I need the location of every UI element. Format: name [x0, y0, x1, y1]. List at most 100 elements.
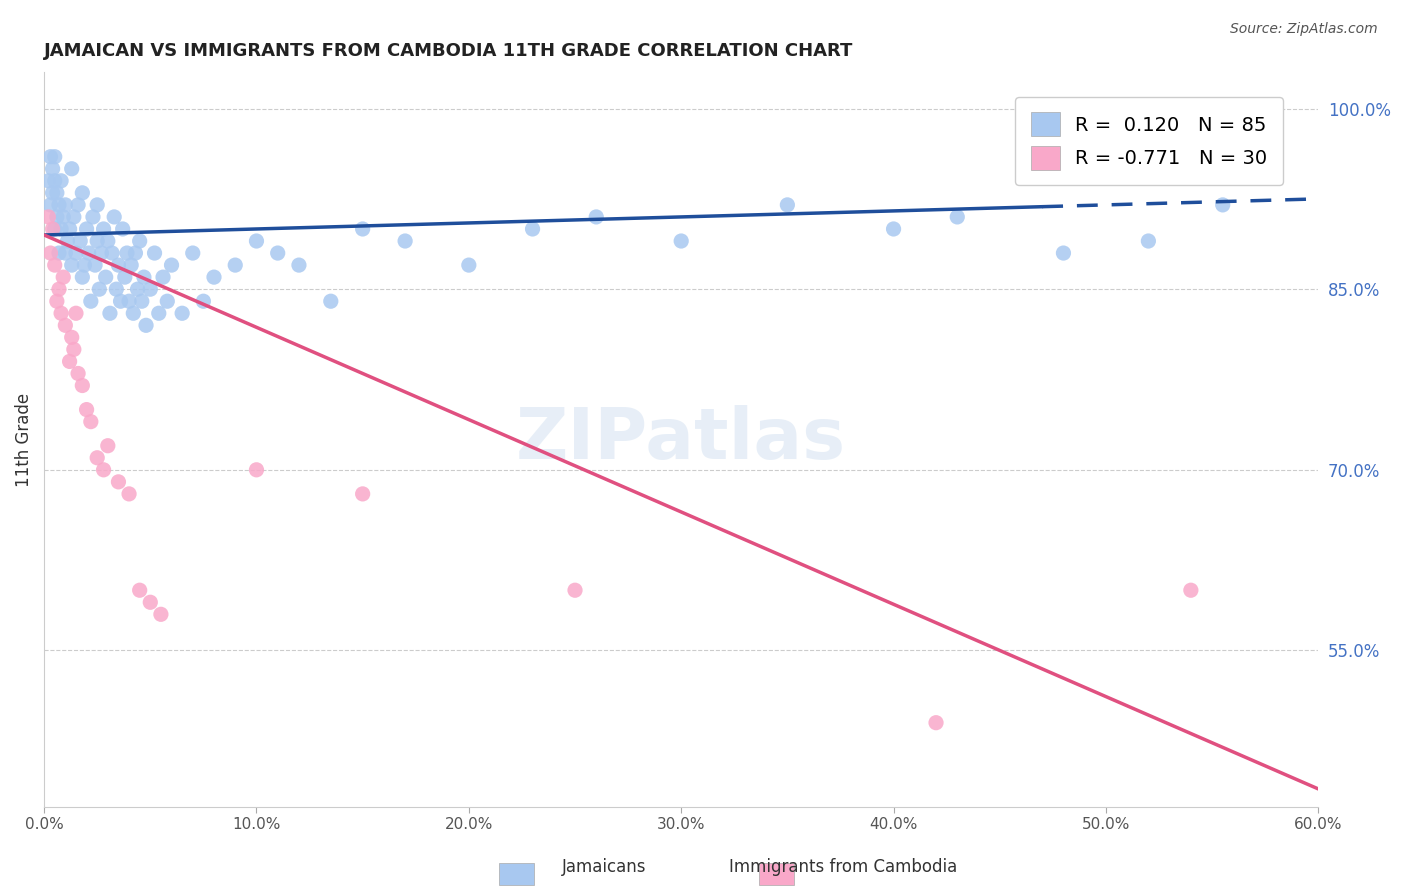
Point — [72, 378, 94, 392]
Point — [776, 198, 799, 212]
Point — [103, 210, 125, 224]
Point — [319, 294, 342, 309]
Point — [48, 282, 70, 296]
Point — [585, 210, 607, 224]
Point — [73, 258, 96, 272]
Point — [522, 222, 544, 236]
Legend: R =  0.120   N = 85, R = -0.771   N = 30: R = 0.120 N = 85, R = -0.771 N = 30 — [1015, 97, 1284, 186]
Point — [93, 463, 115, 477]
Point — [58, 222, 80, 236]
FancyBboxPatch shape — [759, 863, 794, 885]
Point — [193, 294, 215, 309]
Point — [97, 234, 120, 248]
Point — [394, 234, 416, 248]
Point — [86, 198, 108, 212]
Point — [93, 222, 115, 236]
Point — [44, 222, 66, 236]
Text: Immigrants from Cambodia: Immigrants from Cambodia — [730, 858, 957, 876]
Point — [89, 282, 111, 296]
Point — [82, 210, 104, 224]
Point — [69, 234, 91, 248]
Point — [457, 258, 479, 272]
Point — [97, 439, 120, 453]
Point — [107, 475, 129, 489]
Point — [77, 246, 100, 260]
Point — [76, 222, 98, 236]
Point — [49, 306, 72, 320]
Point — [52, 210, 75, 224]
Point — [65, 306, 87, 320]
Point — [80, 294, 103, 309]
Point — [127, 282, 149, 296]
Point — [45, 210, 67, 224]
Point — [172, 306, 194, 320]
Point — [267, 246, 290, 260]
Point — [122, 306, 145, 320]
Point — [120, 258, 142, 272]
Point — [143, 246, 166, 260]
Point — [245, 234, 267, 248]
Point — [105, 282, 128, 296]
Point — [41, 161, 63, 176]
Point — [45, 294, 67, 309]
Point — [1212, 198, 1234, 212]
Point — [67, 198, 90, 212]
Point — [37, 210, 59, 224]
Point — [160, 258, 183, 272]
Point — [39, 150, 62, 164]
Text: ZIPatlas: ZIPatlas — [516, 405, 846, 475]
Point — [152, 270, 174, 285]
Point — [56, 234, 79, 248]
Point — [72, 186, 94, 200]
Point — [669, 234, 692, 248]
Point — [118, 294, 141, 309]
Point — [53, 198, 76, 212]
Point — [63, 343, 86, 357]
Point — [60, 258, 83, 272]
Point — [80, 415, 103, 429]
Point — [115, 246, 138, 260]
Point — [1137, 234, 1160, 248]
Point — [202, 270, 225, 285]
Point — [48, 246, 70, 260]
Y-axis label: 11th Grade: 11th Grade — [15, 392, 32, 487]
Text: JAMAICAN VS IMMIGRANTS FROM CAMBODIA 11TH GRADE CORRELATION CHART: JAMAICAN VS IMMIGRANTS FROM CAMBODIA 11T… — [44, 42, 853, 60]
Point — [41, 222, 63, 236]
Point — [110, 294, 132, 309]
Point — [132, 270, 155, 285]
Point — [352, 222, 374, 236]
Point — [53, 246, 76, 260]
Point — [44, 258, 66, 272]
Point — [45, 186, 67, 200]
Point — [44, 174, 66, 188]
Point — [39, 246, 62, 260]
Point — [288, 258, 311, 272]
Point — [181, 246, 204, 260]
Point — [44, 150, 66, 164]
Point — [128, 234, 150, 248]
Point — [118, 487, 141, 501]
Point — [86, 234, 108, 248]
Point — [67, 367, 90, 381]
Point — [49, 174, 72, 188]
Point — [946, 210, 969, 224]
Point — [149, 607, 172, 622]
Text: Source: ZipAtlas.com: Source: ZipAtlas.com — [1230, 22, 1378, 37]
Point — [58, 354, 80, 368]
Point — [135, 318, 157, 333]
Point — [94, 270, 117, 285]
Point — [60, 330, 83, 344]
Point — [101, 246, 124, 260]
Point — [72, 270, 94, 285]
Point — [98, 306, 121, 320]
Point — [39, 198, 62, 212]
FancyBboxPatch shape — [499, 863, 534, 885]
Point — [883, 222, 905, 236]
Point — [925, 715, 948, 730]
Point — [1052, 246, 1074, 260]
Point — [128, 583, 150, 598]
Point — [63, 210, 86, 224]
Point — [124, 246, 146, 260]
Point — [90, 246, 112, 260]
Point — [139, 595, 162, 609]
